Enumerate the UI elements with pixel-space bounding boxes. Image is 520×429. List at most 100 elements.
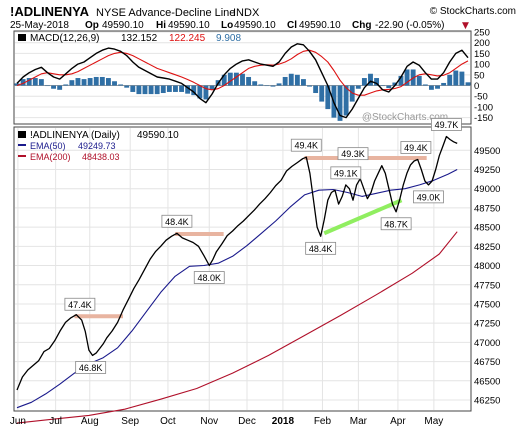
macd-histogram-bar [392,82,398,86]
annotation-label: 47.4K [64,297,96,311]
macd-histogram-bar [179,85,184,92]
macd-histogram-bar [343,85,349,116]
macd-histogram-bar [368,73,373,86]
macd-y-tick-label: 250 [474,28,490,39]
price-annotations: 47.4K 46.8K 48.4K 48.0K 49.4K 49.3K 49.1K 49.4K… [64,118,462,374]
macd-legend-macd-value: 132.152 [121,33,158,44]
macd-y-tick-label: 0 [474,81,479,92]
hi-label: Hi [156,20,166,31]
macd-legend-swatch [18,34,26,41]
ema200-legend-value: 48438.03 [82,152,120,162]
x-tick-label: Apr [390,416,406,427]
price-y-tick-label: 49500 [474,146,500,157]
price-y-tick-label: 48500 [474,223,500,234]
price-legend: !ADLINENYA (Daily) 49590.10 EMA(50) 4924… [18,130,179,162]
exchange-label: INDX [233,7,260,19]
macd-histogram-bar [69,80,75,86]
price-y-tick-label: 46750 [474,357,500,368]
annotation-box [161,214,193,228]
annotation-box [193,271,225,284]
cl-label: Cl [287,20,297,31]
macd-histogram-bar [105,78,111,86]
price-y-tick-label: 47750 [474,280,500,291]
macd-histogram-bar [136,85,142,95]
annotation-box [431,118,462,131]
macd-histogram-bar [63,84,69,86]
x-tick-label: Nov [200,416,218,427]
macd-histogram-bar [51,85,57,89]
macd-histogram-bar [233,72,239,86]
macd-legend-hist-value: 9.908 [216,33,241,44]
macd-y-tick-label: -150 [474,113,493,124]
chg-down-icon: ▼ [462,21,469,31]
macd-histogram-bar [459,71,465,86]
annotation-box [400,141,432,154]
annotation-text: 49.3K [341,149,365,159]
macd-histogram-bar [361,78,367,86]
macd-histogram-bar [313,85,319,94]
cl-value: 49590.10 [299,20,341,31]
chg-value: -22.90 (-0.05%) [375,20,444,31]
chart-header: !ADLINENYA NYSE Advance-Decline Line IND… [10,4,516,31]
price-y-axis: 49500 49250 49000 48750 48500 48250 48000 47750… [474,146,500,407]
watermark: @StockCharts.com [362,112,448,123]
annotation-box [305,241,337,255]
price-y-tick-label: 48750 [474,203,500,214]
brand-label: © StockCharts.com [430,6,516,17]
macd-histogram-bar [32,78,38,86]
ema50-legend-swatch [18,144,26,146]
annotation-box [290,138,322,152]
macd-histogram-bar [380,85,386,87]
annotation-text: 46.8K [79,363,103,373]
price-x-axis: Jun Jul Aug Sep Oct Nov Dec 2018 Feb Mar Apr May [10,416,443,427]
annotation-box [380,217,412,231]
macd-histogram-bar [258,84,264,86]
macd-histogram-bar [355,85,361,89]
macd-histogram-bar [209,85,215,90]
macd-y-tick-label: -50 [474,92,488,103]
annotation-text: 49.1K [334,168,358,178]
macd-histogram-bar [307,85,312,87]
macd-histogram-bar [465,82,471,86]
macd-histogram-bar [294,74,300,86]
annotation-label: 49.3K [337,147,369,161]
macd-lines [16,43,469,119]
macd-histogram-bar [93,76,99,86]
macd-histogram-bar [319,85,325,102]
x-tick-label: Jul [49,416,62,427]
price-y-tick-label: 48250 [474,242,500,253]
price-legend-swatch [18,131,26,138]
macd-y-tick-label: -100 [474,102,493,113]
macd-histogram-bar [124,85,130,88]
macd-histogram-bar [428,85,434,90]
x-tick-label: Dec [238,416,256,427]
macd-histogram-bar [435,85,440,89]
price-panel: 47.4K 46.8K 48.4K 48.0K 49.4K 49.3K 49.1K 49.4K… [10,118,500,427]
annotation-text: 48.4K [309,244,333,254]
macd-histogram-bar [246,76,252,86]
price-line [16,135,458,391]
price-y-tick-label: 48000 [474,261,500,272]
support-trendline [323,198,403,236]
macd-line [16,43,469,119]
macd-histogram-bar [191,85,197,96]
macd-histogram-bar [148,85,154,95]
macd-histogram-bar [26,78,32,86]
ema200-legend-label: EMA(200) [30,152,71,162]
macd-histogram-bar [57,85,63,90]
annotation-label: 48.0K [193,271,225,284]
macd-legend-signal-value: 122.245 [169,33,206,44]
macd-histogram-bar [422,84,428,86]
macd-histogram-bar [99,76,105,86]
macd-histogram-bar [154,85,160,95]
macd-histogram-bar [38,79,44,86]
annotation-label: 48.4K [305,241,337,255]
macd-histogram-bar [276,83,282,86]
annotation-text: 48.0K [197,273,221,283]
macd-histogram-bar [227,72,233,86]
macd-histogram-bar [404,69,410,86]
macd-histogram-bar [264,85,270,87]
annotation-label: 49.4K [290,138,322,152]
